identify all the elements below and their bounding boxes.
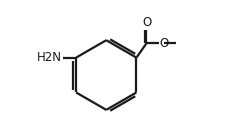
Text: O: O <box>159 37 168 50</box>
Text: H2N: H2N <box>37 51 62 64</box>
Text: O: O <box>143 16 152 29</box>
